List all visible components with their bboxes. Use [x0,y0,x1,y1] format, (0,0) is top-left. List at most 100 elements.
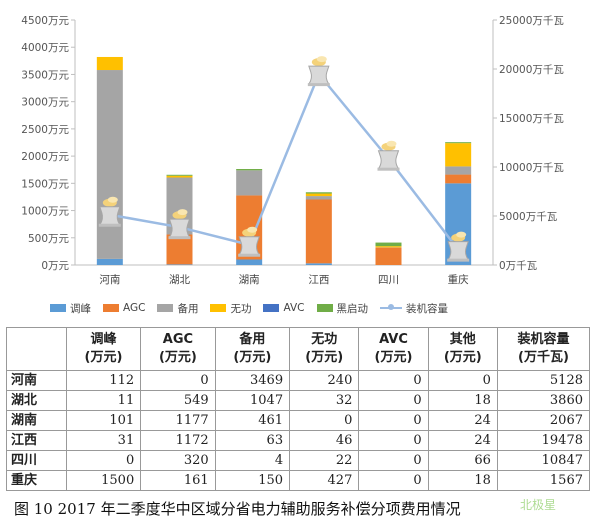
table-cell: 31 [65,430,142,451]
tower-base [377,167,400,171]
legend-swatch [210,304,227,312]
left-axis-tick-label: 4000万元 [21,42,69,54]
bar-segment [305,192,332,194]
table-cell: 4 [214,450,291,471]
table-cell: 0 [358,410,429,431]
left-axis-tick-label: 3500万元 [21,69,69,81]
bar-segment [305,196,332,200]
table-row: 湖北 11 549 1047 32 0 18 3860 [6,390,591,411]
legend-line-swatch [380,303,402,313]
legend-swatch [103,304,119,312]
bar-segment [375,242,402,247]
chart-legend: 调峰 AGC 备用 无功 AVC 黑启动 装机容量 [50,300,550,316]
tower-base [168,236,191,240]
table-cell: 1172 [140,430,216,451]
right-axis-tick-label: 25000万千瓦 [499,15,564,27]
bar-segment [166,234,193,265]
left-axis-tick-label: 4500万元 [21,15,69,27]
table-row: 重庆 1500 161 150 427 0 18 1567 [6,470,591,491]
bar-segment [166,264,193,265]
right-axis-tick-label: 0万千瓦 [499,260,538,272]
bar-segment [445,174,472,184]
right-axis-tick-label: 20000万千瓦 [499,64,564,76]
legend-label: 装机容量 [406,302,448,315]
legend-label: 备用 [177,302,199,315]
watermark-logo: 北极星 [520,498,557,512]
steam-plume [386,140,397,147]
chart-area: 0万元 500万元 1000万元 1500万元 2000万元 2500万元 3000万元 35… [21,15,564,286]
table-cell: 10847 [496,450,591,471]
cooling-tower-icon [98,206,121,226]
bar-segment [375,246,402,248]
bar-segment [445,142,472,144]
table-cell: 22 [289,450,360,471]
legend-swatch [50,304,66,312]
legend-item: 备用 [157,301,198,316]
table-cell: 32 [289,390,360,411]
table-cell: 112 [65,370,142,391]
legend-label: AGC [123,302,146,314]
table-cell: 3469 [214,370,291,391]
table-header-cell: 其他 (万元) [427,327,498,371]
x-axis-category-label: 四川 [378,274,399,286]
legend-item: AGC [103,302,145,314]
table-cell: 18 [427,390,498,411]
table-cell: 1177 [140,410,216,431]
table-cell: 19478 [496,430,591,451]
row-province: 江西 [6,430,67,451]
x-axis-category-label: 湖南 [239,273,260,286]
bar-segment [166,174,193,176]
legend-item: 无功 [210,301,251,316]
legend-label: 黑启动 [336,302,369,315]
tower-base [98,223,121,227]
capacity-markers-layer [98,56,470,262]
table-row: 江西 31 1172 63 46 0 24 19478 [6,430,591,451]
steam-plume [107,196,118,203]
table-header-cell: 无功 (万元) [289,327,360,371]
capacity-point-marker [307,56,330,87]
tower-base [307,83,330,87]
capacity-line-layer [109,71,460,251]
cooling-tower-icon [447,241,470,261]
table-row: 四川 0 320 4 22 0 66 10847 [6,450,591,471]
figure-caption: 图 10 2017 年二季度华中区域分省电力辅助服务补偿分项费用情况 [14,500,461,518]
capacity-line [109,71,460,251]
table-cell: 0 [358,370,429,391]
bar-segment [445,143,472,167]
table-cell: 18 [427,470,498,491]
left-axis-tick-label: 500万元 [28,233,70,245]
bar-segment [305,263,332,265]
table-cell: 1500 [65,470,142,491]
legend-item: 黑启动 [316,301,369,316]
capacity-point-marker [238,226,261,257]
data-table: 调峰 (万元) AGC (万元) 备用 (万元) 无功 (万元) AVC (万元) 其他(… [6,327,591,491]
legend-label: AVC [283,302,305,314]
capacity-point-marker [168,209,191,240]
right-axis-tick-label: 10000万千瓦 [499,162,564,174]
table-cell: 101 [65,410,142,431]
table-header-row: 调峰 (万元) AGC (万元) 备用 (万元) 无功 (万元) AVC (万元) 其他(… [6,327,591,371]
x-axis-category-label: 河南 [99,273,120,286]
bar-segment [236,169,263,171]
row-province: 湖北 [6,390,67,411]
table-cell: 0 [358,390,429,411]
cooling-tower-icon [168,218,191,238]
legend-swatch [157,304,174,312]
x-axis-category-label: 重庆 [448,273,469,286]
bar-segment [96,56,123,71]
legend-item: 装机容量 [380,301,448,316]
table-cell: 63 [214,430,291,451]
table-cell: 427 [289,470,360,491]
table-cell: 461 [214,410,291,431]
table-cell: 0 [358,450,429,471]
table-cell: 24 [427,410,498,431]
table-corner-cell [6,327,67,371]
bar-segment [305,193,332,197]
table-cell: 5128 [496,370,591,391]
row-province: 湖南 [6,410,67,431]
legend-label: 调峰 [70,302,91,315]
cooling-tower-icon [238,236,261,256]
legend-swatch [263,304,280,312]
row-province: 重庆 [6,470,67,491]
table-cell: 0 [289,410,360,431]
